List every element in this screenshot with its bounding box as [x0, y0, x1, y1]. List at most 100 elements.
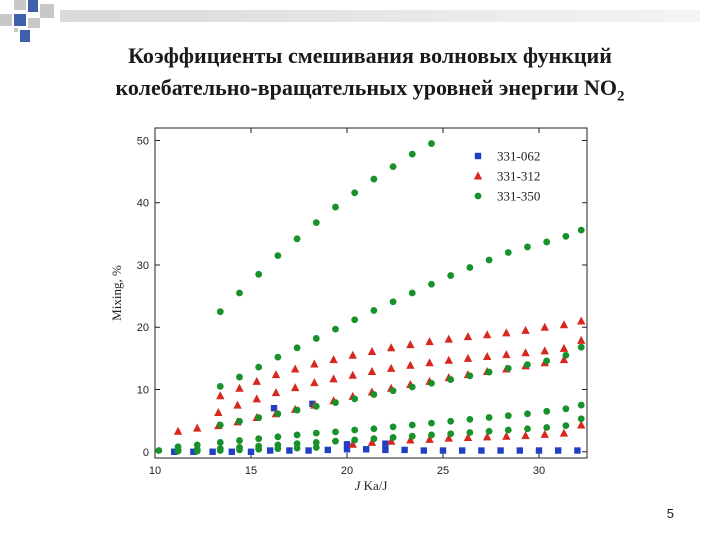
deco-square-gray-5 — [14, 28, 18, 32]
data-point — [274, 353, 282, 361]
data-point — [236, 446, 243, 454]
data-point — [521, 348, 530, 357]
data-point — [485, 368, 493, 376]
data-point — [332, 428, 339, 436]
data-point — [389, 387, 397, 395]
data-point — [312, 429, 320, 437]
data-point — [543, 357, 551, 365]
data-point — [271, 370, 281, 379]
data-point — [425, 358, 434, 367]
slide-title-subscript: 2 — [616, 88, 625, 105]
data-point — [252, 376, 261, 385]
data-point — [389, 163, 397, 171]
data-point — [310, 378, 319, 387]
data-point — [255, 445, 263, 453]
data-point — [540, 346, 549, 355]
data-point — [577, 343, 585, 351]
data-point — [367, 437, 377, 446]
data-point — [382, 440, 389, 447]
data-point — [236, 373, 243, 381]
data-point — [190, 448, 197, 455]
legend-label: 331-062 — [497, 149, 540, 164]
data-point — [543, 407, 551, 415]
data-point — [286, 447, 293, 454]
data-point — [562, 405, 570, 413]
data-point — [466, 372, 474, 380]
data-point — [482, 330, 492, 339]
data-point — [562, 232, 570, 240]
data-point — [559, 343, 569, 352]
data-point — [502, 431, 511, 440]
data-point — [535, 447, 543, 454]
x-tick-label: 25 — [437, 465, 449, 477]
data-point — [214, 408, 223, 417]
data-point — [504, 249, 512, 256]
data-point — [447, 376, 455, 383]
slide-title-line2-main: колебательно-вращательных уровней энерги… — [115, 75, 617, 100]
data-point — [228, 448, 235, 455]
data-point — [428, 431, 435, 439]
data-point — [274, 252, 282, 260]
data-point — [466, 415, 474, 423]
data-point — [482, 352, 492, 361]
data-point — [428, 140, 435, 147]
data-point — [193, 447, 201, 455]
data-point — [389, 423, 397, 431]
data-point — [577, 316, 586, 325]
data-point — [562, 351, 570, 359]
data-point — [343, 446, 351, 453]
data-point — [389, 434, 397, 441]
data-point — [559, 355, 569, 364]
data-point — [309, 400, 316, 408]
series-331-312 — [173, 316, 586, 448]
x-tick-label: 30 — [533, 465, 545, 477]
y-tick-label: 50 — [137, 135, 149, 147]
data-point — [406, 435, 415, 444]
data-point — [324, 446, 331, 454]
data-point — [428, 379, 435, 387]
data-point — [540, 322, 549, 331]
data-point — [406, 340, 415, 349]
series-331-350 — [155, 140, 585, 455]
data-point — [555, 447, 562, 454]
x-tick-label: 20 — [341, 465, 353, 477]
data-point — [255, 435, 263, 443]
legend-label: 331-312 — [497, 169, 540, 184]
data-point — [312, 335, 320, 342]
data-point — [516, 447, 523, 454]
slide-title-line1: Коэффициенты смешивания волновых функций — [128, 43, 612, 68]
deco-square-gray-2 — [40, 4, 54, 18]
data-point — [367, 366, 377, 375]
data-point — [425, 337, 434, 346]
data-point — [209, 448, 216, 455]
data-point — [497, 447, 504, 454]
data-point — [236, 437, 243, 444]
data-point — [351, 426, 359, 434]
deco-square-gray-1 — [14, 0, 26, 10]
data-point — [502, 350, 511, 359]
deco-square-gray-4 — [28, 18, 40, 28]
data-point — [293, 444, 301, 452]
data-point — [524, 425, 531, 433]
data-point — [524, 361, 531, 369]
data-point — [329, 374, 338, 383]
data-point — [255, 414, 263, 421]
data-point — [216, 439, 224, 446]
y-axis-label: Mixing, % — [109, 265, 124, 321]
data-point — [444, 355, 453, 364]
data-point — [428, 280, 435, 288]
chart-marks — [155, 140, 586, 455]
data-point — [386, 436, 396, 445]
data-point — [370, 307, 378, 314]
data-point — [274, 410, 282, 418]
data-point — [293, 406, 301, 414]
data-point — [577, 415, 585, 423]
data-point — [482, 432, 492, 441]
data-point — [466, 264, 474, 271]
data-point — [463, 332, 473, 341]
x-tick-label: 10 — [149, 465, 161, 477]
data-point — [312, 439, 320, 446]
data-point — [401, 446, 408, 454]
data-point — [274, 445, 282, 453]
